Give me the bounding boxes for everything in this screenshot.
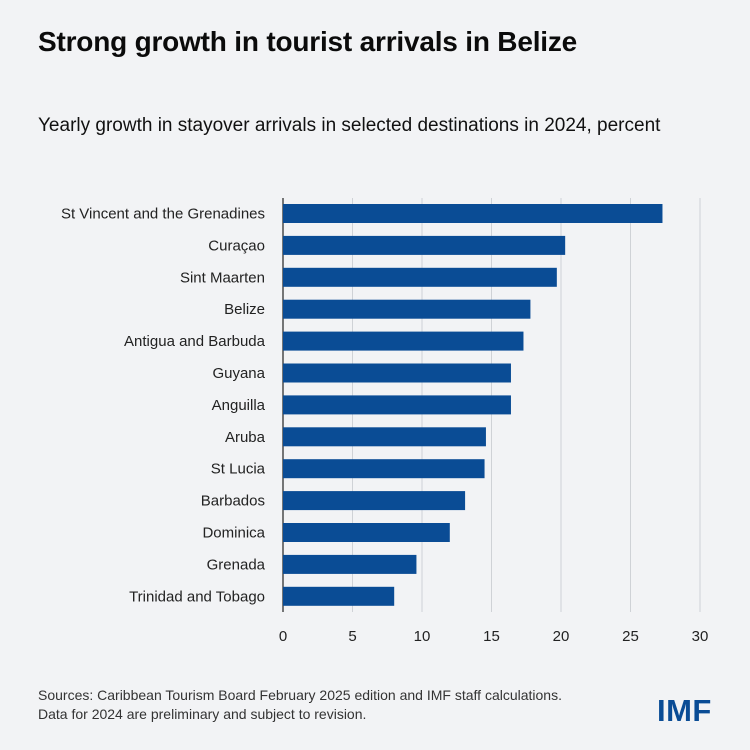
bar-guyana: [283, 363, 511, 383]
category-label: Antigua and Barbuda: [124, 333, 266, 350]
bar-antigua-and-barbuda: [283, 331, 524, 351]
source-line-2: Data for 2024 are preliminary and subjec…: [38, 706, 367, 722]
bar-sint-maarten: [283, 267, 557, 287]
category-label: Barbados: [201, 493, 265, 510]
bar-anguilla: [283, 395, 511, 415]
bar-cura-ao: [283, 235, 566, 255]
bar-trinidad-and-tobago: [283, 586, 395, 606]
source-line-1: Sources: Caribbean Tourism Board Februar…: [38, 687, 562, 703]
x-tick-label: 0: [279, 628, 287, 645]
chart-subtitle: Yearly growth in stayover arrivals in se…: [38, 115, 661, 136]
category-label: Sint Maarten: [180, 269, 265, 286]
x-tick-label: 20: [553, 628, 570, 645]
category-label: Trinidad and Tobago: [129, 588, 265, 605]
bar-st-vincent-and-the-grenadines: [283, 204, 663, 223]
category-label: Aruba: [225, 429, 266, 446]
x-tick-label: 15: [483, 628, 500, 645]
category-label: Anguilla: [212, 397, 266, 414]
category-label: Belize: [224, 301, 265, 318]
bars: [283, 204, 663, 606]
bar-chart: St Vincent and the Grenadines Curaçao Sint…: [61, 198, 709, 645]
x-tick-label: 5: [348, 628, 356, 645]
bar-st-lucia: [283, 459, 485, 479]
category-label: St Vincent and the Grenadines: [61, 206, 265, 223]
category-label: Dominica: [202, 525, 265, 542]
imf-logo: IMF: [657, 693, 712, 728]
x-tick-label: 10: [414, 628, 431, 645]
bar-belize: [283, 299, 531, 319]
chart-title: Strong growth in tourist arrivals in Bel…: [38, 26, 578, 57]
source-note: Sources: Caribbean Tourism Board Februar…: [38, 686, 638, 724]
bar-barbados: [283, 491, 466, 511]
x-tick-label: 30: [692, 628, 709, 645]
bar-aruba: [283, 427, 486, 447]
category-label: Grenada: [207, 556, 266, 573]
bar-grenada: [283, 554, 417, 574]
category-label: Curaçao: [208, 237, 265, 254]
x-axis-ticks: 0 5 10 15 20 25 30: [279, 628, 709, 645]
category-label: Guyana: [212, 365, 265, 382]
category-labels: St Vincent and the Grenadines Curaçao Sint…: [61, 206, 266, 606]
category-label: St Lucia: [211, 461, 266, 478]
x-tick-label: 25: [622, 628, 639, 645]
bar-dominica: [283, 523, 450, 542]
